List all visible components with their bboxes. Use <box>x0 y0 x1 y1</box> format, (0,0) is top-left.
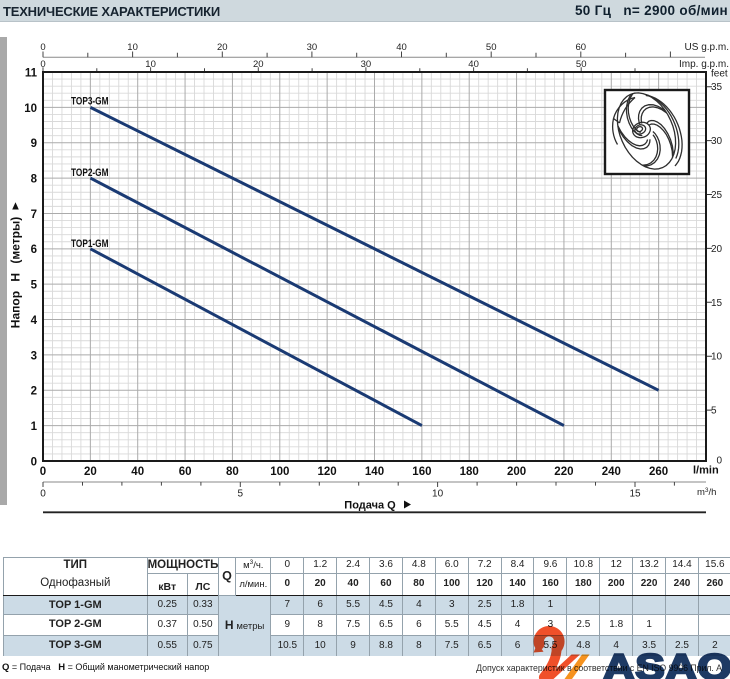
svg-text:3: 3 <box>31 350 37 362</box>
svg-text:20: 20 <box>217 42 228 53</box>
svg-text:10: 10 <box>432 489 444 500</box>
svg-text:0: 0 <box>40 466 46 478</box>
svg-text:30: 30 <box>711 136 723 147</box>
svg-text:0: 0 <box>40 59 45 70</box>
svg-text:20: 20 <box>253 59 264 70</box>
svg-text:260: 260 <box>649 466 668 478</box>
svg-text:5: 5 <box>31 280 38 292</box>
svg-text:20: 20 <box>711 244 723 255</box>
svg-text:60: 60 <box>179 466 192 478</box>
svg-text:30: 30 <box>307 42 318 53</box>
svg-text:200: 200 <box>507 466 526 478</box>
svg-text:50: 50 <box>576 59 587 70</box>
svg-text:11: 11 <box>25 67 38 79</box>
svg-text:5: 5 <box>711 406 717 417</box>
svg-text:l/min: l/min <box>693 464 719 476</box>
svg-text:m3/h: m3/h <box>697 487 716 498</box>
svg-text:160: 160 <box>412 466 431 478</box>
svg-text:140: 140 <box>365 466 384 478</box>
svg-text:6: 6 <box>31 244 37 256</box>
svg-text:60: 60 <box>576 42 587 53</box>
svg-text:0: 0 <box>40 42 45 53</box>
svg-text:2: 2 <box>31 386 37 398</box>
svg-text:25: 25 <box>711 190 723 201</box>
svg-text:5: 5 <box>238 489 244 500</box>
svg-text:4: 4 <box>31 315 38 327</box>
svg-text:40: 40 <box>131 466 144 478</box>
svg-text:220: 220 <box>554 466 573 478</box>
svg-text:Imp. g.p.m.: Imp. g.p.m. <box>679 59 729 70</box>
svg-text:20: 20 <box>84 466 97 478</box>
svg-text:40: 40 <box>396 42 407 53</box>
svg-text:120: 120 <box>318 466 337 478</box>
svg-text:180: 180 <box>460 466 479 478</box>
svg-text:10: 10 <box>24 103 37 115</box>
svg-text:8: 8 <box>31 174 38 186</box>
svg-text:feet: feet <box>711 69 728 80</box>
svg-text:240: 240 <box>602 466 621 478</box>
svg-text:40: 40 <box>468 59 479 70</box>
svg-text:30: 30 <box>361 59 372 70</box>
svg-text:80: 80 <box>226 466 239 478</box>
svg-text:0: 0 <box>40 489 46 500</box>
svg-text:10: 10 <box>711 352 723 363</box>
svg-text:10: 10 <box>145 59 156 70</box>
svg-text:15: 15 <box>629 489 641 500</box>
svg-text:1: 1 <box>31 421 38 433</box>
svg-text:Подача Q: Подача Q <box>344 499 396 511</box>
svg-text:TOP2-GM: TOP2-GM <box>71 167 109 179</box>
svg-text:Напор Н (метры): Напор Н (метры) <box>9 217 23 328</box>
svg-text:7: 7 <box>31 209 37 221</box>
svg-text:10: 10 <box>127 42 138 53</box>
svg-text:100: 100 <box>270 466 289 478</box>
svg-text:35: 35 <box>711 82 723 93</box>
svg-text:15: 15 <box>711 298 723 309</box>
svg-text:50: 50 <box>486 42 497 53</box>
svg-text:TOP1-GM: TOP1-GM <box>71 238 109 250</box>
svg-text:0: 0 <box>717 455 723 466</box>
svg-text:9: 9 <box>31 138 37 150</box>
svg-text:TOP3-GM: TOP3-GM <box>71 96 109 108</box>
svg-text:0: 0 <box>31 456 37 468</box>
svg-text:US g.p.m.: US g.p.m. <box>685 42 729 53</box>
